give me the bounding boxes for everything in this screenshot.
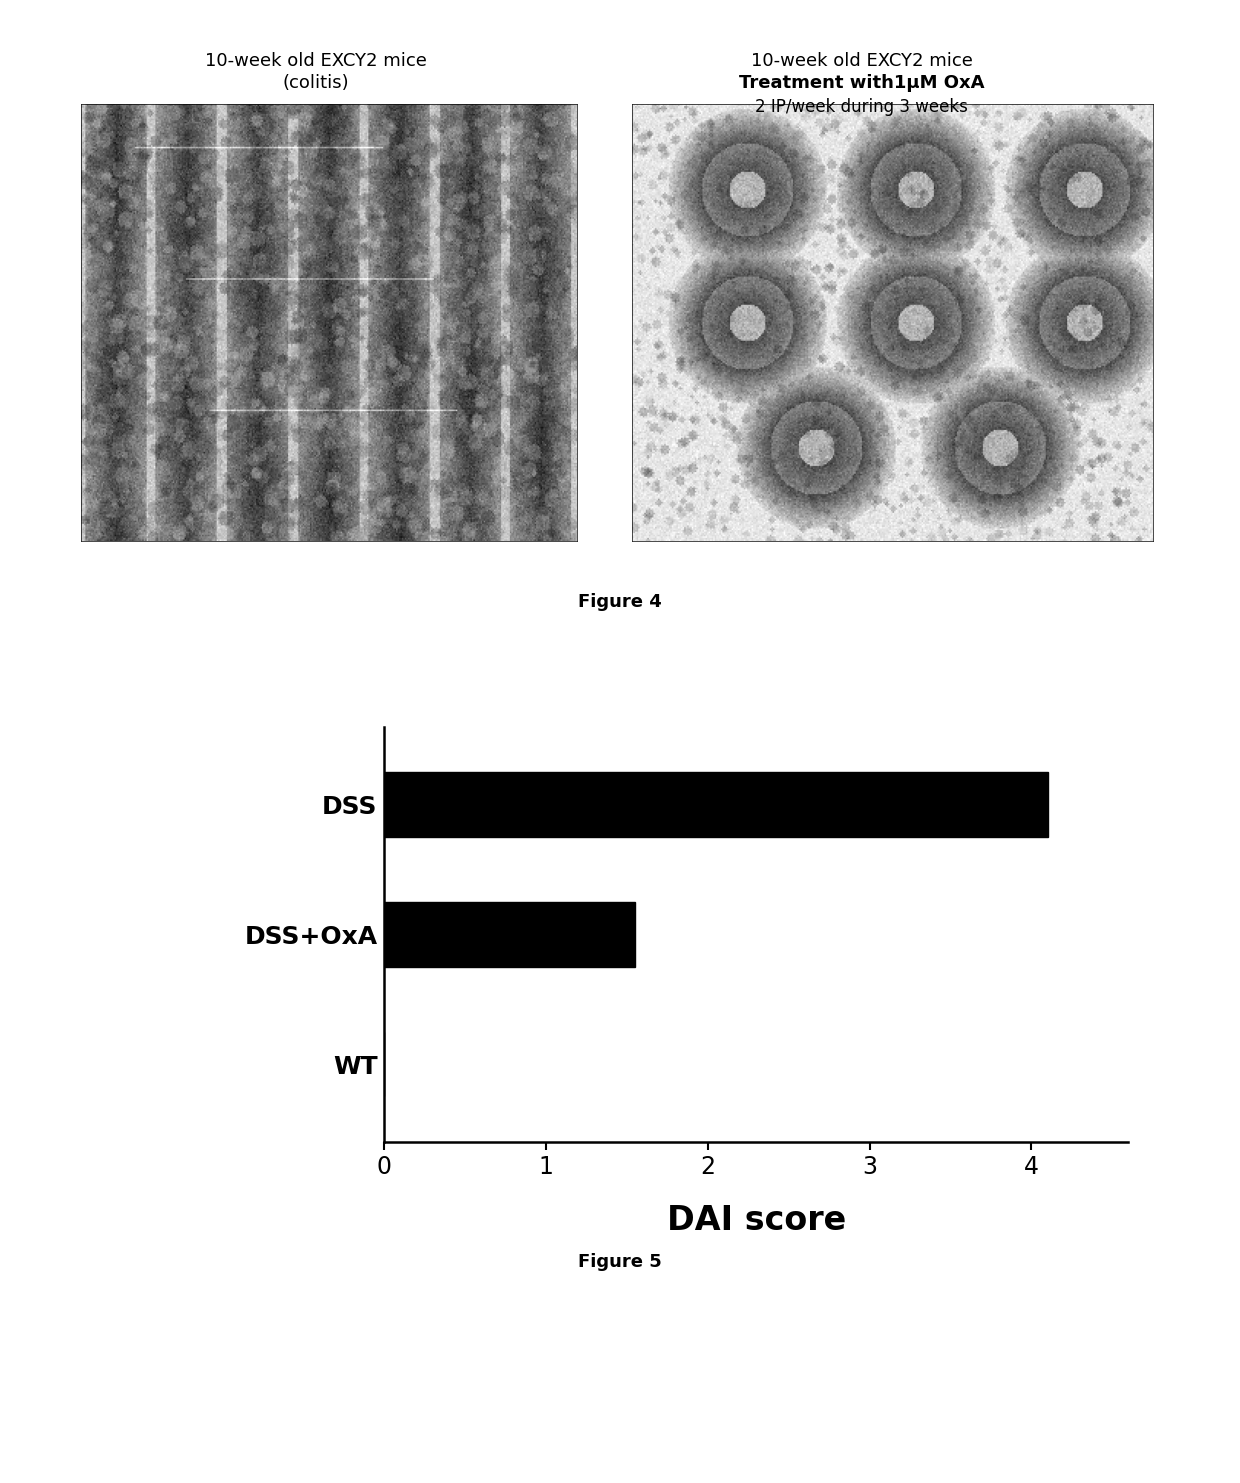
Text: (colitis): (colitis) (283, 74, 350, 92)
Text: Figure 5: Figure 5 (578, 1253, 662, 1271)
Text: Figure 4: Figure 4 (578, 593, 662, 611)
Text: 10-week old EXCY2 mice: 10-week old EXCY2 mice (206, 52, 427, 70)
X-axis label: DAI score: DAI score (667, 1204, 846, 1237)
Text: 2 IP/week during 3 weeks: 2 IP/week during 3 weeks (755, 98, 968, 116)
Bar (384, 773, 1048, 836)
Text: Treatment with1μM OxA: Treatment with1μM OxA (739, 74, 985, 92)
Text: 10-week old EXCY2 mice: 10-week old EXCY2 mice (751, 52, 972, 70)
Bar (384, 902, 635, 967)
